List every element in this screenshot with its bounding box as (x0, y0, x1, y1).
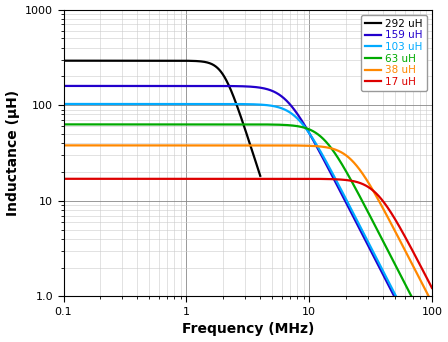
292 uH (198, 59, 203, 63)
159 uH (221, 84, 226, 88)
17 uH (282, 177, 287, 181)
17 uH (128, 177, 133, 181)
159 uH (61, 84, 66, 88)
17 uH (301, 177, 306, 181)
17 uH (336, 177, 341, 182)
38 uH (266, 143, 271, 147)
63 uH (284, 123, 289, 127)
103 uH (235, 102, 241, 106)
38 uH (281, 143, 286, 147)
17 uH (202, 177, 207, 181)
103 uH (61, 102, 66, 106)
17 uH (364, 184, 369, 188)
X-axis label: Frequency (MHz): Frequency (MHz) (181, 323, 314, 337)
292 uH (61, 58, 66, 63)
63 uH (409, 294, 414, 299)
292 uH (248, 145, 254, 149)
103 uH (319, 152, 324, 156)
63 uH (106, 122, 112, 127)
38 uH (61, 143, 66, 147)
159 uH (373, 258, 379, 262)
103 uH (227, 102, 233, 106)
292 uH (202, 60, 208, 64)
38 uH (299, 144, 305, 148)
63 uH (61, 122, 66, 127)
103 uH (167, 102, 172, 106)
159 uH (144, 84, 150, 88)
63 uH (250, 122, 255, 127)
103 uH (393, 294, 399, 299)
Line: 159 uH: 159 uH (64, 86, 394, 297)
63 uH (269, 122, 274, 127)
Line: 292 uH: 292 uH (64, 61, 260, 176)
Line: 103 uH: 103 uH (64, 104, 396, 297)
103 uH (141, 102, 146, 106)
159 uH (270, 89, 275, 93)
159 uH (370, 253, 376, 258)
292 uH (243, 129, 248, 133)
Line: 17 uH: 17 uH (64, 179, 432, 288)
159 uH (392, 294, 397, 299)
292 uH (258, 174, 263, 178)
63 uH (115, 122, 121, 127)
38 uH (366, 182, 372, 186)
Legend: 292 uH, 159 uH, 103 uH, 63 uH, 38 uH, 17 uH: 292 uH, 159 uH, 103 uH, 63 uH, 38 uH, 17… (361, 15, 427, 91)
38 uH (426, 294, 431, 299)
Line: 63 uH: 63 uH (64, 124, 411, 297)
103 uH (386, 280, 392, 285)
17 uH (429, 286, 435, 290)
159 uH (114, 84, 119, 88)
63 uH (120, 122, 125, 127)
292 uH (163, 58, 168, 63)
17 uH (61, 177, 66, 181)
Line: 38 uH: 38 uH (64, 145, 429, 297)
38 uH (224, 143, 230, 147)
292 uH (207, 61, 212, 65)
Y-axis label: Inductance (μH): Inductance (μH) (5, 90, 20, 216)
38 uH (125, 143, 130, 147)
